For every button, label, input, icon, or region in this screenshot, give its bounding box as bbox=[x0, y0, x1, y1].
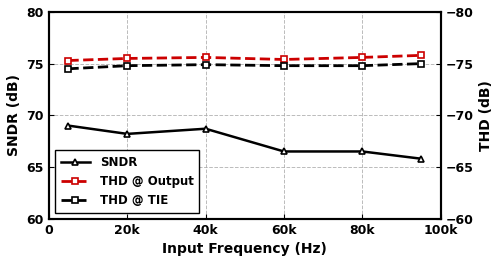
Line: THD @ Output: THD @ Output bbox=[65, 52, 424, 64]
Line: THD @ TIE: THD @ TIE bbox=[65, 60, 424, 72]
THD @ Output bbox=[360, 56, 366, 59]
SNDR bbox=[281, 150, 287, 153]
THD @ TIE bbox=[124, 64, 130, 67]
X-axis label: Input Frequency (Hz): Input Frequency (Hz) bbox=[162, 242, 327, 256]
Y-axis label: SNDR (dB): SNDR (dB) bbox=[7, 74, 21, 156]
THD @ Output bbox=[202, 56, 208, 59]
SNDR bbox=[124, 132, 130, 135]
THD @ TIE bbox=[418, 62, 424, 65]
Y-axis label: THD (dB): THD (dB) bbox=[479, 80, 493, 151]
THD @ TIE bbox=[281, 64, 287, 67]
THD @ TIE bbox=[66, 67, 71, 70]
SNDR bbox=[418, 157, 424, 160]
THD @ Output bbox=[66, 59, 71, 62]
SNDR bbox=[360, 150, 366, 153]
THD @ TIE bbox=[202, 63, 208, 66]
SNDR bbox=[202, 127, 208, 130]
Line: SNDR: SNDR bbox=[65, 122, 424, 162]
THD @ Output bbox=[281, 58, 287, 61]
THD @ Output bbox=[418, 54, 424, 57]
THD @ Output bbox=[124, 57, 130, 60]
Legend: SNDR, THD @ Output, THD @ TIE: SNDR, THD @ Output, THD @ TIE bbox=[55, 150, 200, 213]
THD @ TIE bbox=[360, 64, 366, 67]
SNDR bbox=[66, 124, 71, 127]
